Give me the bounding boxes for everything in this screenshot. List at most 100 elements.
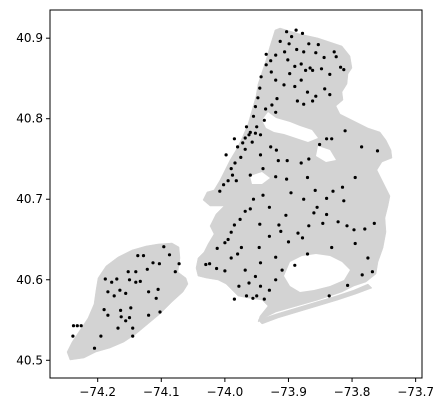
data-point (314, 94, 318, 98)
data-point (311, 99, 315, 103)
data-point (238, 217, 242, 221)
data-point (274, 175, 278, 179)
data-point (154, 296, 158, 300)
y-tick-label: 40.6 (16, 273, 43, 287)
data-point (232, 137, 236, 141)
points-layer (71, 28, 380, 350)
data-point (276, 159, 280, 163)
data-point (375, 149, 380, 153)
data-point (262, 297, 266, 301)
data-point (299, 78, 303, 82)
data-point (314, 51, 318, 55)
data-point (293, 84, 297, 89)
data-point (145, 267, 149, 271)
data-point (290, 35, 294, 39)
data-point (127, 278, 132, 282)
data-point (119, 308, 123, 312)
data-point (295, 99, 299, 103)
data-point (270, 103, 274, 107)
data-point (293, 263, 297, 267)
data-point (106, 313, 110, 317)
data-point (119, 315, 123, 319)
data-point (332, 50, 336, 54)
x-axis-ticks: −74.2 −74.1 −74.0 −73.9 −73.8 −73.7 (79, 378, 434, 399)
nyc-land-area (66, 27, 393, 361)
data-point (300, 236, 305, 240)
data-point (285, 30, 289, 34)
data-point (269, 145, 273, 149)
data-point (131, 326, 135, 330)
data-point (223, 241, 227, 245)
data-point (255, 125, 259, 129)
data-point (274, 78, 278, 82)
data-point (269, 59, 273, 63)
data-point (79, 324, 83, 328)
data-point (261, 167, 265, 171)
data-point (112, 294, 116, 298)
data-point (294, 28, 298, 32)
data-point (321, 221, 325, 225)
data-point (248, 173, 252, 177)
water-flushing-bay (316, 146, 336, 162)
data-point (124, 291, 128, 295)
x-tick-label: −74.0 (206, 385, 243, 399)
data-point (257, 245, 261, 250)
data-point (342, 199, 346, 203)
data-point (267, 205, 271, 209)
data-point (248, 130, 252, 134)
data-point (274, 53, 278, 57)
data-point (208, 262, 212, 266)
data-point (230, 173, 235, 177)
data-point (360, 145, 364, 149)
land-rockaway (257, 283, 373, 325)
data-point (322, 55, 326, 60)
data-point (295, 47, 299, 52)
data-point (305, 90, 310, 94)
y-tick-label: 40.5 (16, 353, 43, 367)
data-point (222, 183, 226, 187)
data-point (353, 175, 357, 180)
data-point (233, 161, 237, 165)
data-point (103, 277, 107, 281)
data-point (218, 189, 222, 193)
data-point (315, 205, 319, 209)
data-point (363, 227, 367, 231)
data-point (312, 211, 316, 215)
data-point (313, 188, 317, 192)
data-point (71, 334, 75, 338)
data-point (299, 62, 303, 66)
data-point (136, 254, 140, 258)
data-point (325, 137, 329, 141)
data-point (264, 52, 268, 56)
data-point (267, 234, 271, 238)
data-point (71, 324, 76, 328)
data-point (345, 224, 349, 228)
data-point (318, 142, 322, 147)
data-point (247, 133, 251, 137)
data-point (151, 261, 155, 265)
data-point (275, 97, 279, 101)
data-point (237, 284, 241, 288)
data-point (92, 346, 97, 350)
data-point (255, 294, 259, 298)
data-point (274, 110, 278, 114)
data-point (224, 153, 228, 157)
data-point (330, 245, 334, 250)
data-point (258, 284, 263, 288)
data-point (327, 294, 331, 298)
data-point (277, 223, 281, 227)
data-point (280, 268, 284, 272)
data-point (302, 50, 306, 54)
data-point (99, 334, 103, 338)
water-jamaica-bay (284, 254, 350, 292)
data-point (302, 197, 306, 201)
data-point (311, 68, 315, 72)
data-point (204, 262, 208, 267)
data-point (258, 222, 262, 226)
data-point (264, 63, 268, 67)
land-main-boroughs (195, 27, 393, 323)
x-tick-label: −73.7 (397, 385, 434, 399)
data-point (126, 270, 130, 274)
data-point (215, 246, 219, 250)
